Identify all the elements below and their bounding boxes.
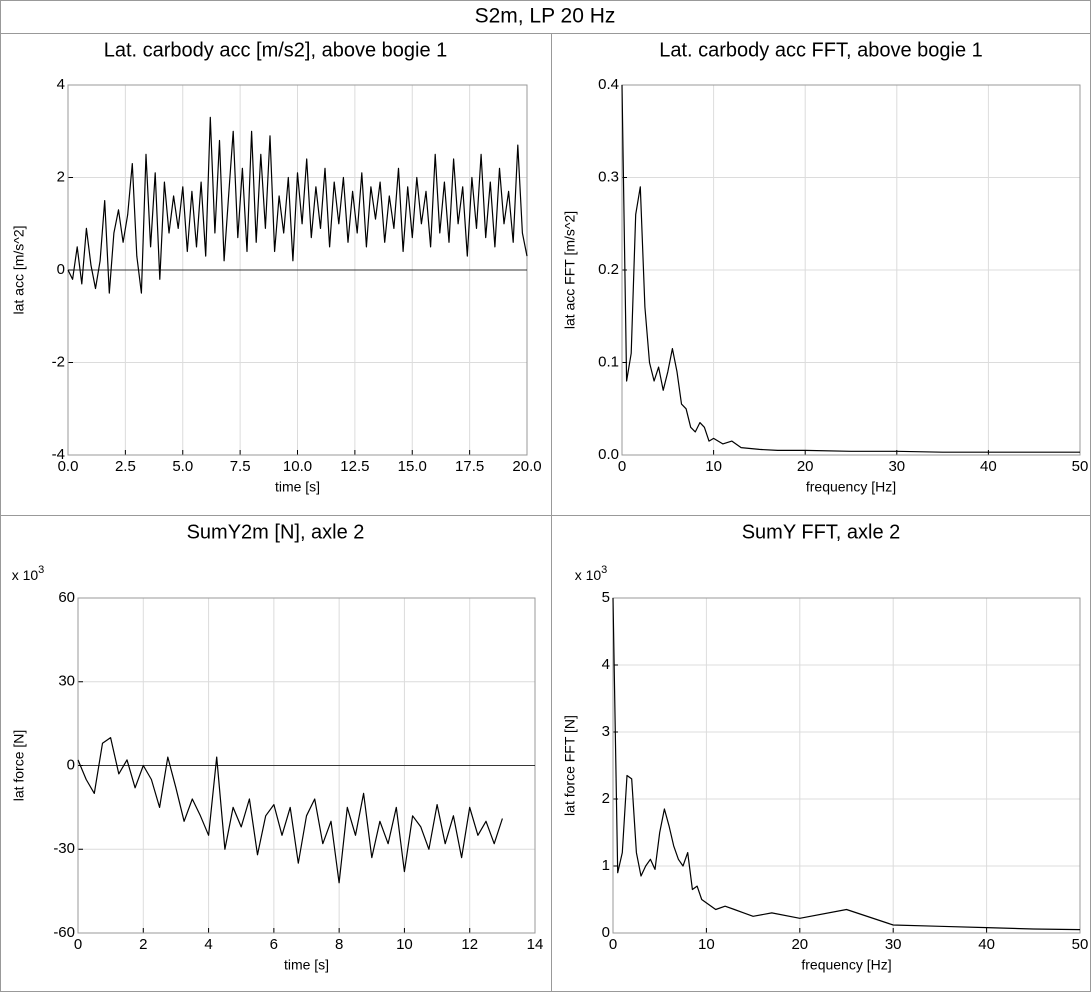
y-tick-label: 0.2 — [598, 261, 619, 278]
x-tick-label: 10 — [698, 936, 715, 953]
x-tick-label: 20 — [791, 936, 808, 953]
x-tick-label: 30 — [885, 936, 902, 953]
x-tick-label: 0.0 — [58, 458, 79, 475]
x-axis-label: frequency [Hz] — [801, 957, 891, 973]
x-tick-label: 10.0 — [283, 458, 312, 475]
x-tick-label: 0 — [74, 936, 82, 953]
x-tick-label: 2 — [139, 936, 147, 953]
x-tick-label: 50 — [1072, 458, 1089, 475]
multiplier-base: x 10 — [12, 567, 39, 583]
x-tick-label: 8 — [335, 936, 343, 953]
x-tick-label: 4 — [204, 936, 212, 953]
x-tick-label: 5.0 — [172, 458, 193, 475]
y-tick-label: 0 — [602, 924, 610, 941]
data-line — [67, 116, 528, 294]
x-tick-label: 30 — [888, 458, 905, 475]
x-tick-label: 40 — [978, 936, 995, 953]
x-tick-label: 7.5 — [230, 458, 251, 475]
data-line — [77, 737, 503, 884]
y-tick-label: 5 — [602, 589, 610, 606]
y-tick-label: -4 — [52, 446, 65, 463]
x-tick-label: 12.5 — [340, 458, 369, 475]
x-tick-label: 10 — [705, 458, 722, 475]
x-tick-label: 0 — [609, 936, 617, 953]
y-tick-label: 4 — [57, 76, 65, 93]
y-tick-label: 4 — [602, 656, 610, 673]
x-tick-label: 20.0 — [512, 458, 541, 475]
y-tick-label: 0.3 — [598, 168, 619, 185]
y-axis-label: lat force [N] — [11, 730, 27, 802]
y-axis-label: lat acc FFT [m/s^2] — [562, 211, 578, 329]
x-tick-label: 14 — [527, 936, 544, 953]
subplot-title: Lat. carbody acc [m/s2], above bogie 1 — [104, 39, 448, 61]
y-multiplier: x 103 — [12, 564, 45, 583]
y-axis-label: lat force FFT [N] — [562, 715, 578, 816]
y-tick-label: 60 — [58, 589, 75, 606]
y-tick-label: 2 — [57, 168, 65, 185]
y-tick-label: 0.1 — [598, 353, 619, 370]
x-tick-label: 40 — [980, 458, 997, 475]
y-tick-label: 0.4 — [598, 76, 619, 93]
y-multiplier: x 103 — [575, 564, 608, 583]
plot-frame — [612, 597, 1081, 934]
x-tick-label: 15.0 — [398, 458, 427, 475]
y-tick-label: 30 — [58, 673, 75, 690]
x-tick-label: 50 — [1072, 936, 1089, 953]
multiplier-exponent: 3 — [38, 564, 44, 576]
multiplier-exponent: 3 — [601, 564, 607, 576]
x-axis-label: time [s] — [275, 479, 320, 495]
y-tick-label: -60 — [53, 924, 75, 941]
subplot-title: SumY FFT, axle 2 — [742, 521, 901, 543]
y-tick-label: 0 — [67, 756, 75, 773]
subplot-title: SumY2m [N], axle 2 — [187, 521, 365, 543]
x-tick-label: 17.5 — [455, 458, 484, 475]
x-axis-label: frequency [Hz] — [806, 479, 896, 495]
plot-frame — [621, 84, 1081, 456]
x-tick-label: 10 — [396, 936, 413, 953]
data-line — [612, 597, 1081, 931]
y-axis-label: lat acc [m/s^2] — [11, 225, 27, 314]
y-tick-label: 2 — [602, 790, 610, 807]
x-tick-label: 2.5 — [115, 458, 136, 475]
y-tick-label: 0 — [57, 261, 65, 278]
x-tick-label: 12 — [461, 936, 478, 953]
y-tick-label: -30 — [53, 840, 75, 857]
y-tick-label: -2 — [52, 353, 65, 370]
x-tick-label: 6 — [270, 936, 278, 953]
x-tick-label: 20 — [797, 458, 814, 475]
y-tick-label: 3 — [602, 723, 610, 740]
figure-title: S2m, LP 20 Hz — [475, 5, 616, 28]
y-tick-label: 0.0 — [598, 446, 619, 463]
x-tick-label: 0 — [618, 458, 626, 475]
x-axis-label: time [s] — [284, 957, 329, 973]
y-tick-label: 1 — [602, 857, 610, 874]
data-line — [621, 84, 1080, 453]
multiplier-base: x 10 — [575, 567, 602, 583]
subplot-title: Lat. carbody acc FFT, above bogie 1 — [659, 39, 983, 61]
